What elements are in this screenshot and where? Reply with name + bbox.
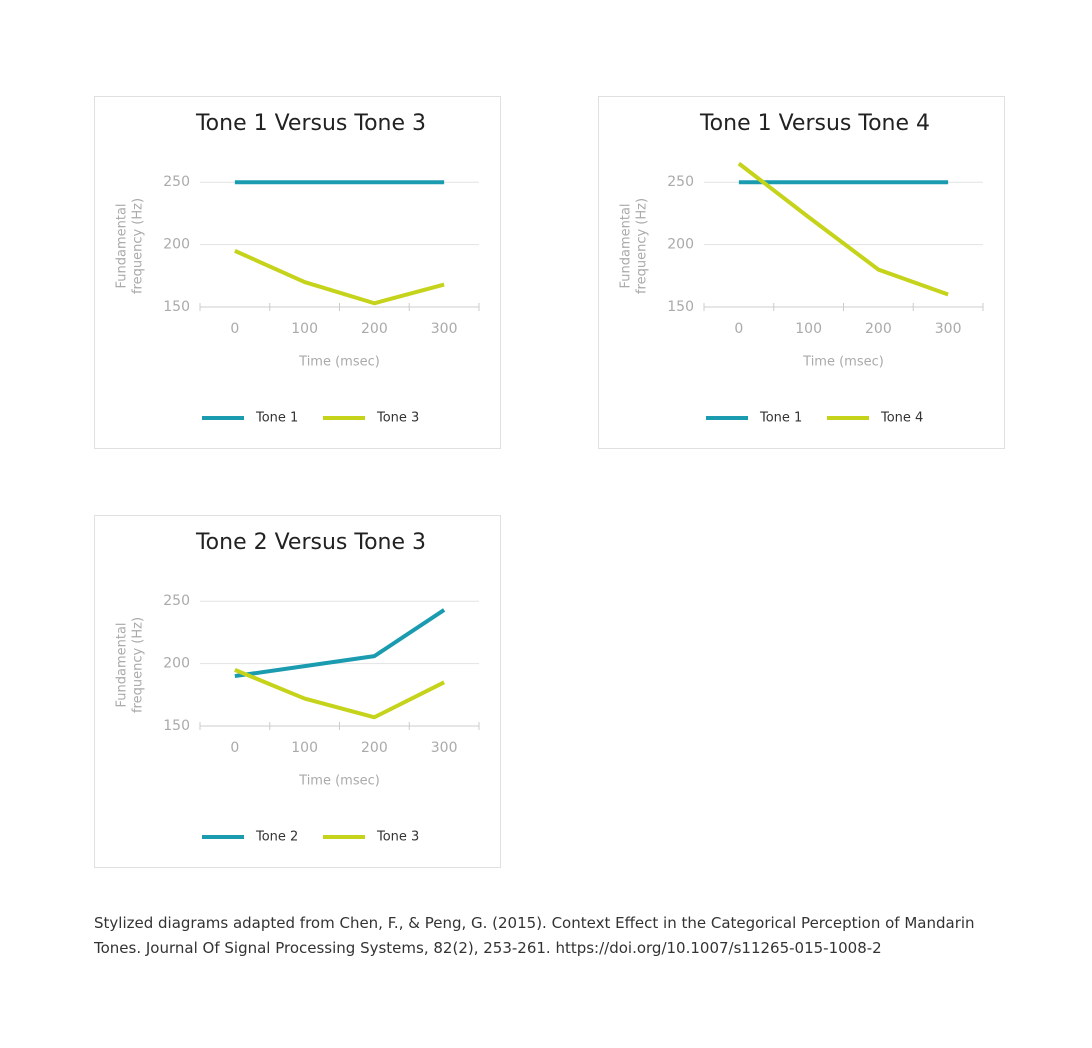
legend-label: Tone 3 (376, 830, 419, 845)
data-line (234, 249, 445, 306)
x-tick-label: 300 (935, 321, 962, 337)
legend-label: Tone 2 (255, 830, 298, 845)
data-line (234, 608, 446, 679)
y-tick-label: 250 (667, 174, 694, 190)
data-line (234, 667, 446, 720)
legend-label: Tone 4 (880, 411, 923, 426)
y-tick-label: 200 (667, 237, 694, 253)
y-axis-label: Fundamental (115, 622, 130, 707)
y-tick-label: 250 (163, 593, 190, 609)
panel-border (598, 96, 1005, 449)
legend-label: Tone 1 (255, 411, 298, 426)
y-axis-label: Fundamental (115, 203, 130, 288)
caption: Stylized diagrams adapted from Chen, F.,… (94, 914, 975, 957)
y-tick-label: 150 (667, 299, 694, 315)
x-tick-label: 200 (865, 321, 892, 337)
x-tick-label: 200 (361, 740, 388, 756)
y-axis-label: frequency (Hz) (635, 198, 650, 294)
x-tick-label: 0 (734, 321, 743, 337)
x-tick-label: 100 (291, 740, 318, 756)
y-tick-label: 250 (163, 174, 190, 190)
x-axis-label: Time (msec) (298, 355, 380, 370)
data-line (737, 161, 949, 297)
chart-title: Tone 2 Versus Tone 3 (195, 530, 426, 555)
chart-title: Tone 1 Versus Tone 3 (195, 111, 426, 136)
x-tick-label: 0 (230, 740, 239, 756)
x-tick-label: 300 (431, 740, 458, 756)
y-tick-label: 150 (163, 299, 190, 315)
chart-title: Tone 1 Versus Tone 4 (699, 111, 930, 136)
x-axis-label: Time (msec) (298, 774, 380, 789)
legend-label: Tone 1 (759, 411, 802, 426)
x-tick-label: 300 (431, 321, 458, 337)
x-tick-label: 100 (291, 321, 318, 337)
y-tick-label: 200 (163, 237, 190, 253)
y-axis-label: frequency (Hz) (131, 617, 146, 713)
x-tick-label: 0 (230, 321, 239, 337)
y-tick-label: 150 (163, 718, 190, 734)
panel-border (94, 96, 501, 449)
y-axis-label: Fundamental (619, 203, 634, 288)
x-tick-label: 200 (361, 321, 388, 337)
chart-panel: Tone 1 Versus Tone 4 150 200 250 0 100 200 300 T… (598, 96, 1005, 449)
panel-border (94, 515, 501, 868)
y-tick-label: 200 (163, 656, 190, 672)
x-tick-label: 100 (795, 321, 822, 337)
chart-panel: Tone 1 Versus Tone 3 150 200 250 0 100 200 300 T… (94, 96, 501, 449)
x-axis-label: Time (msec) (802, 355, 884, 370)
y-axis-label: frequency (Hz) (131, 198, 146, 294)
legend-label: Tone 3 (376, 411, 419, 426)
chart-panel: Tone 2 Versus Tone 3 150 200 250 0 100 200 300 T… (94, 515, 501, 868)
